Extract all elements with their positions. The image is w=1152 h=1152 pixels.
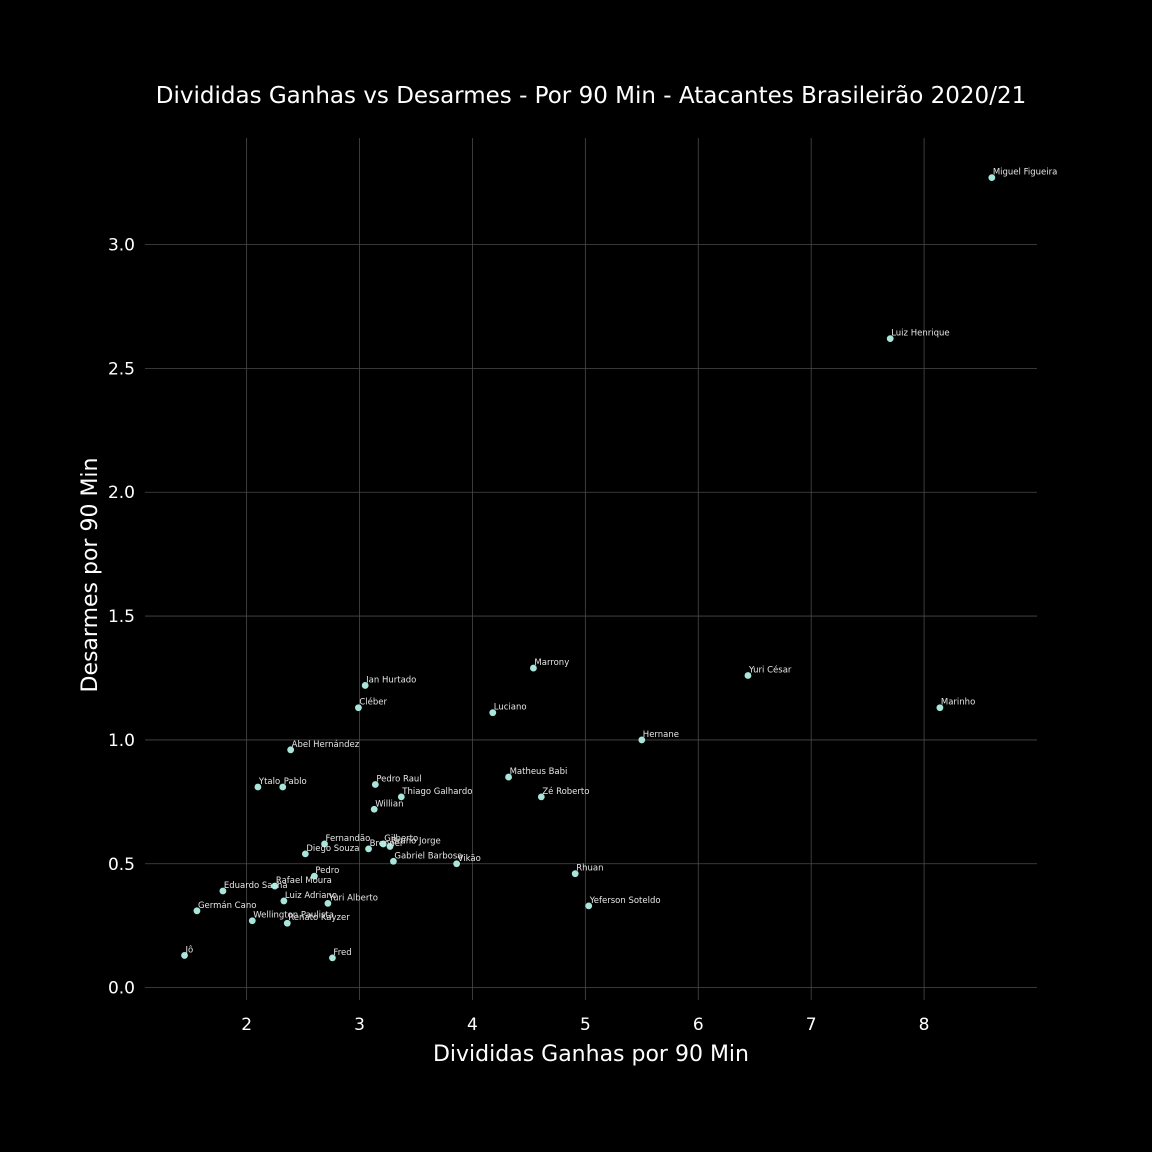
data-point-label: Eduardo Sasha: [224, 881, 288, 891]
point-labels: Miguel Figueira Luiz Henrique Marrony Yuri …: [185, 168, 1058, 958]
x-tick-label: 7: [806, 1015, 817, 1035]
data-point: [379, 840, 387, 848]
data-point-label: Pedro: [315, 866, 339, 876]
data-point: [287, 746, 295, 754]
data-point-label: Cléber: [359, 697, 387, 708]
data-point: [254, 783, 262, 791]
data-point: [886, 335, 894, 343]
data-point-label: Pedro Raul: [376, 775, 421, 785]
data-point-label: Rafael Moura: [276, 876, 332, 886]
data-point: [321, 840, 328, 848]
y-tick-label: 2.5: [108, 359, 135, 379]
data-point: [193, 907, 201, 915]
data-point-label: Gabriel Barbosa: [394, 851, 462, 861]
data-point: [371, 781, 379, 788]
data-point-label: Zé Roberto: [542, 786, 589, 797]
y-tick-label: 0.0: [108, 979, 135, 999]
data-point-label: Matheus Babi: [510, 767, 568, 777]
data-point: [248, 917, 256, 925]
data-point: [537, 793, 545, 801]
data-point-label: Luiz Adriano: [285, 891, 337, 901]
grid-lines: [145, 138, 1037, 1000]
x-tick-label: 3: [354, 1015, 365, 1035]
data-point: [988, 174, 996, 182]
data-point-label: Brenner: [370, 839, 404, 849]
data-point-label: Renato Kayzer: [288, 913, 350, 923]
y-tick-label: 1.0: [108, 731, 135, 751]
data-point: [390, 857, 397, 865]
data-point-label: Ian Hurtado: [366, 675, 416, 685]
data-point: [301, 850, 309, 858]
data-point-label: Germán Cano: [198, 901, 256, 911]
x-tick-label: 5: [580, 1015, 591, 1035]
y-tick-label: 0.5: [108, 855, 135, 875]
x-tick-label: 2: [241, 1015, 252, 1035]
data-point: [505, 773, 512, 781]
y-tick-label: 1.5: [108, 607, 135, 627]
data-point: [365, 845, 372, 853]
data-points: [181, 174, 996, 962]
data-point-label: Jô: [185, 944, 194, 955]
data-point: [585, 902, 593, 910]
data-point: [324, 899, 332, 907]
data-point: [397, 793, 405, 801]
data-point-label: Luciano: [494, 703, 527, 713]
data-point-label: Willian: [375, 799, 403, 809]
data-point: [355, 704, 362, 712]
data-point: [453, 860, 461, 868]
chart-title: Divididas Ganhas vs Desarmes - Por 90 Mi…: [156, 83, 1026, 109]
data-point-label: Fred: [333, 948, 351, 958]
data-point-label: Yuri Alberto: [328, 893, 378, 903]
data-point-label: Luiz Henrique: [891, 329, 949, 339]
y-tick-label: 3.0: [108, 236, 135, 256]
data-point-label: Marinho: [941, 698, 975, 708]
x-tick-label: 6: [693, 1015, 704, 1035]
tick-labels: 2 3 4 5 6 7 8 0.0 0.5 1.0 1.5 2.0 2.5 3.0: [108, 236, 930, 1035]
data-point-label: Yeferson Soteldo: [589, 896, 661, 906]
data-point: [279, 783, 287, 791]
data-point: [329, 954, 336, 962]
data-point-label: Diego Souza: [306, 844, 359, 854]
data-point: [280, 897, 288, 905]
data-point: [571, 870, 579, 878]
data-point-label: Marrony: [534, 658, 569, 668]
data-point: [219, 887, 227, 895]
data-point: [370, 805, 378, 813]
y-tick-label: 2.0: [108, 483, 135, 503]
data-point: [386, 843, 394, 850]
data-point: [744, 672, 752, 679]
data-point-label: Miguel Figueira: [993, 168, 1057, 178]
data-point: [310, 872, 318, 880]
data-point: [638, 736, 646, 744]
y-axis-title: Desarmes por 90 Min: [78, 458, 103, 693]
data-point-label: Pablo: [284, 777, 307, 787]
data-point-label: Hernane: [643, 730, 679, 740]
x-axis-title: Divididas Ganhas por 90 Min: [433, 1042, 749, 1067]
data-point: [936, 704, 944, 712]
data-point: [530, 664, 537, 672]
x-tick-label: 8: [919, 1015, 930, 1035]
data-point-label: Thiago Galhardo: [401, 787, 472, 797]
data-point-label: Wellington Paulista: [253, 911, 334, 921]
data-point: [361, 682, 369, 689]
data-point: [271, 882, 279, 890]
data-point-label: Yuri César: [748, 665, 792, 676]
data-point: [283, 919, 291, 927]
data-point-label: Rhuan: [576, 864, 603, 874]
data-point-label: Abel Hernández: [292, 740, 360, 750]
data-point: [181, 952, 188, 959]
data-point-label: Fernandão: [326, 834, 371, 844]
data-point: [489, 709, 497, 717]
data-point-label: Bruno Jorge: [391, 836, 441, 846]
x-tick-label: 4: [467, 1015, 478, 1035]
data-point-label: Vikão: [458, 854, 481, 864]
data-point-label: Gilberto: [384, 834, 418, 844]
data-point-label: Ytalo: [258, 777, 280, 787]
